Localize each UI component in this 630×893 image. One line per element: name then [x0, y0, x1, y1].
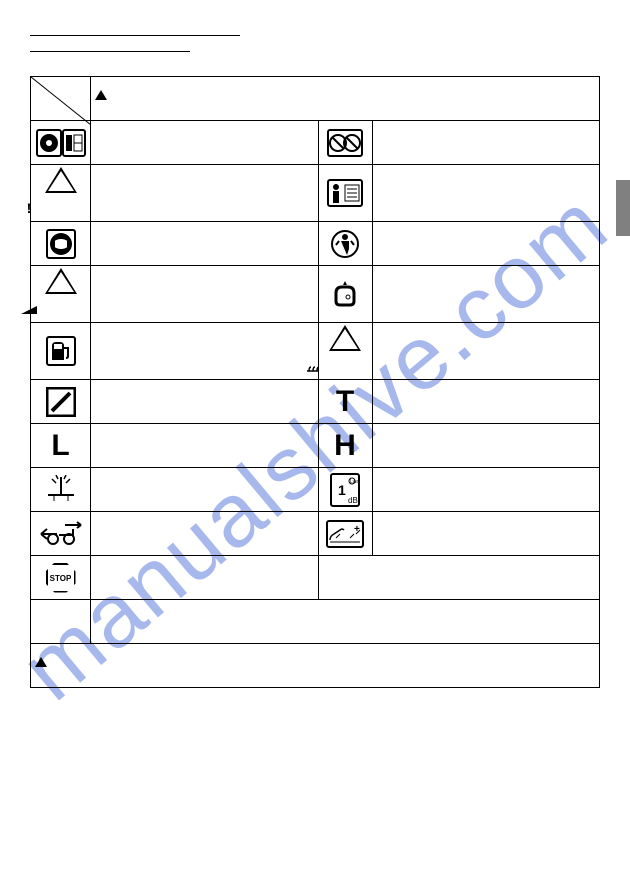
desc-cell-7a [91, 424, 319, 468]
desc-cell-6b [372, 380, 600, 424]
desc-cell-10a [91, 556, 319, 600]
bottom-warning-cell [31, 644, 600, 688]
warning-triangle-icon [45, 167, 77, 193]
icon-cell-oil [318, 266, 372, 323]
symbol-table: ! [30, 76, 600, 688]
letter-L: L [51, 429, 69, 462]
desc-cell-9b [372, 512, 600, 556]
svg-text:Lwa: Lwa [350, 479, 359, 485]
note-label-cell [31, 600, 91, 644]
header-warning-cell [91, 77, 600, 121]
icon-cell-T: T [318, 380, 372, 424]
icon-cell-distance [318, 222, 372, 266]
header-diagonal-cell [31, 77, 91, 121]
icon-cell-bystander [318, 165, 372, 222]
icon-cell-fuel [31, 323, 91, 380]
desc-cell-5a [91, 323, 319, 380]
desc-cell-1b [372, 121, 600, 165]
svg-text:!: ! [26, 200, 31, 216]
icon-cell-noise: 1 Lwa dB [318, 468, 372, 512]
desc-cell-2b [372, 165, 600, 222]
desc-cell-3b [372, 222, 600, 266]
desc-cell-5b [372, 323, 600, 380]
note-text-cell [91, 600, 600, 644]
desc-cell-6a [91, 380, 319, 424]
stop-icon: STOP [46, 563, 76, 593]
svg-text:1: 1 [338, 482, 346, 498]
header-rule-2 [30, 40, 190, 52]
empty-cell-10c [372, 556, 600, 600]
svg-text:+: + [354, 524, 360, 535]
letter-T: T [336, 385, 354, 418]
icon-cell-hands: + [318, 512, 372, 556]
icon-cell-H: H [318, 424, 372, 468]
header-rule-1 [30, 24, 240, 36]
slope-triangle-icon [45, 268, 77, 294]
letter-H: H [334, 429, 356, 462]
empty-cell-10b [318, 556, 372, 600]
desc-cell-8b [372, 468, 600, 512]
hot-triangle-icon [329, 325, 361, 351]
desc-cell-7b [372, 424, 600, 468]
icon-cell-slope [31, 266, 91, 323]
icon-cell-stop: STOP [31, 556, 91, 600]
icon-cell-diagonal [31, 380, 91, 424]
icon-cell-spark [31, 468, 91, 512]
desc-cell-2a [91, 165, 319, 222]
side-tab [616, 180, 630, 236]
desc-cell-9a [91, 512, 319, 556]
desc-cell-4a [91, 266, 319, 323]
icon-cell-warning: ! [31, 165, 91, 222]
icon-cell-no-children [318, 121, 372, 165]
bottom-warning-icon [35, 657, 47, 667]
svg-text:dB: dB [348, 496, 358, 505]
warning-icon [95, 90, 107, 100]
page-content: ! [0, 0, 630, 712]
icon-cell-hot [318, 323, 372, 380]
desc-cell-1a [91, 121, 319, 165]
icon-cell-hearing [31, 222, 91, 266]
desc-cell-3a [91, 222, 319, 266]
desc-cell-4b [372, 266, 600, 323]
icon-cell-L: L [31, 424, 91, 468]
icon-cell-direction [31, 512, 91, 556]
icon-cell-read-manual [31, 121, 91, 165]
desc-cell-8a [91, 468, 319, 512]
